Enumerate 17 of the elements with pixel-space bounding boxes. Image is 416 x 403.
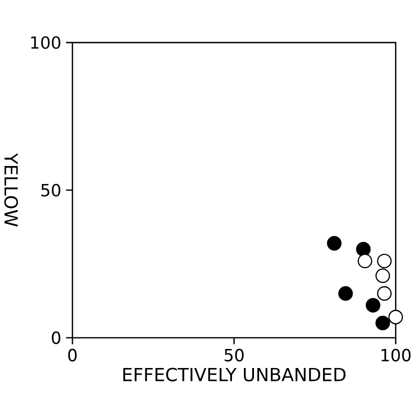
x-tick-label: 50 bbox=[224, 348, 244, 362]
x-tick-label: 0 bbox=[68, 348, 77, 362]
point bbox=[375, 268, 390, 284]
point bbox=[356, 242, 371, 257]
y-tick-label: 100 bbox=[31, 36, 60, 50]
point bbox=[358, 254, 372, 268]
point bbox=[377, 286, 392, 301]
y-tick-label: 0 bbox=[52, 332, 60, 344]
point bbox=[375, 316, 390, 330]
point bbox=[366, 298, 380, 313]
x-tick-label: 100 bbox=[382, 348, 411, 362]
y-tick-label: 50 bbox=[41, 184, 60, 197]
point bbox=[326, 236, 342, 251]
y-axis-title: YELLOW bbox=[4, 153, 18, 227]
point bbox=[377, 254, 392, 268]
point bbox=[338, 286, 353, 301]
x-axis-title: EFFECTIVELY UNBANDED bbox=[123, 368, 346, 382]
